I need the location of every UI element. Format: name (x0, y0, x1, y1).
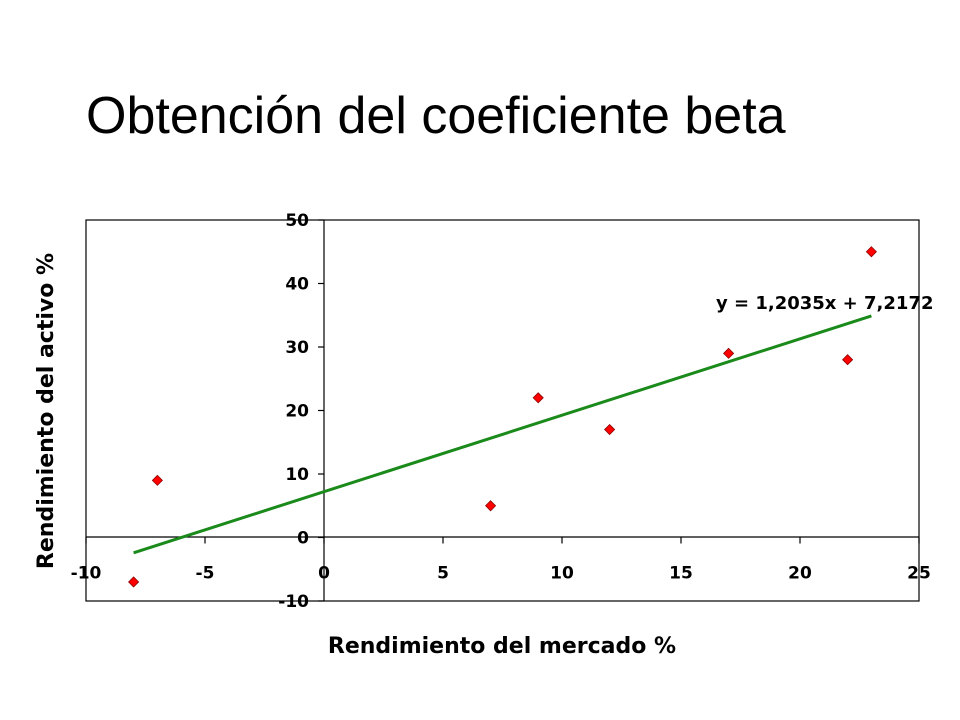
slide-title: Obtención del coeficiente beta (86, 87, 786, 145)
x-tick-label: 20 (788, 564, 812, 584)
x-tick-label: 0 (318, 564, 330, 584)
data-point (485, 500, 497, 512)
y-tick-label: 30 (285, 338, 309, 358)
y-tick-label: 40 (285, 275, 309, 295)
data-point (865, 246, 877, 258)
data-points (128, 246, 877, 588)
data-point (151, 474, 163, 486)
y-tick-label: 10 (285, 465, 309, 485)
x-tick-label: -10 (71, 564, 102, 584)
x-tick-label: 15 (669, 564, 693, 584)
y-axis-ticks (318, 219, 324, 602)
plot-area (85, 219, 920, 602)
data-point (604, 423, 616, 436)
trendline-group (133, 314, 872, 555)
y-tick-label: 50 (285, 211, 309, 231)
x-tick-label: 10 (550, 564, 574, 584)
y-tick-label: 20 (285, 402, 309, 422)
trendline-equation: y = 1,2035x + 7,2172 (716, 293, 934, 314)
x-axis-ticks (85, 537, 920, 544)
data-point (842, 354, 854, 366)
x-tick-label: 5 (437, 564, 449, 584)
trendline (133, 314, 872, 555)
x-tick-label: 25 (907, 564, 931, 584)
data-point (532, 392, 544, 404)
y-tick-label: 0 (297, 529, 309, 549)
y-tick-labels: -10 0 10 20 30 40 50 (278, 211, 309, 612)
data-point (723, 347, 735, 359)
y-tick-label: -10 (278, 592, 309, 612)
x-tick-label: -5 (196, 564, 215, 584)
y-axis-title: Rendimiento del activo % (34, 253, 59, 569)
data-point (128, 576, 140, 588)
x-axis-title: Rendimiento del mercado % (328, 634, 676, 659)
x-tick-labels: -10 -5 0 5 10 15 20 25 (71, 564, 931, 584)
